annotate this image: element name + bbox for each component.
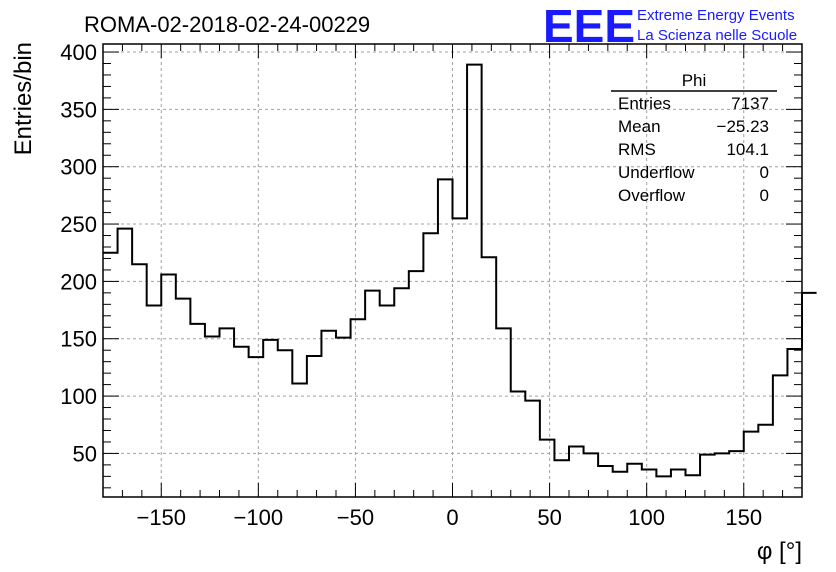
y-tick-label: 50 xyxy=(73,441,97,466)
histogram-series xyxy=(103,63,817,478)
stats-box: Phi Entries 7137 Mean −25.23 RMS 104.1 Underfl… xyxy=(611,71,777,205)
stats-box-name: Phi xyxy=(682,71,707,90)
stats-row-value: 0 xyxy=(760,186,769,205)
stats-row-value: −25.23 xyxy=(717,117,769,136)
y-tick-label: 200 xyxy=(60,269,97,294)
logo-line-1: Extreme Energy Events xyxy=(637,7,795,24)
eee-logo: EEE Extreme Energy Events La Scienza nel… xyxy=(543,0,797,52)
chart-title: ROMA-02-2018-02-24-00229 xyxy=(84,12,370,37)
x-tick-label: −100 xyxy=(234,505,284,530)
y-tick-label: 350 xyxy=(60,97,97,122)
x-tick-label: 50 xyxy=(537,505,561,530)
x-tick-label: −50 xyxy=(337,505,374,530)
stats-row-label: Mean xyxy=(618,117,661,136)
stats-row-value: 104.1 xyxy=(726,140,769,159)
y-tick-label: 150 xyxy=(60,327,97,352)
stats-row-value: 0 xyxy=(760,163,769,182)
histogram-outline xyxy=(103,63,817,478)
x-tick-label: 0 xyxy=(446,505,458,530)
stats-row-label: Entries xyxy=(618,94,671,113)
stats-row-label: Underflow xyxy=(618,163,695,182)
y-tick-label: 300 xyxy=(60,155,97,180)
stats-row-label: Overflow xyxy=(618,186,686,205)
x-axis-label: φ [°] xyxy=(757,538,802,565)
stats-row-label: RMS xyxy=(618,140,656,159)
tick-labels: −150 −100 −50 0 50 100 150 50 100 150 200 250 300 350… xyxy=(60,40,762,530)
y-tick-label: 100 xyxy=(60,384,97,409)
x-tick-label: −150 xyxy=(136,505,186,530)
stats-row-value: 7137 xyxy=(731,94,769,113)
axis-ticks xyxy=(102,44,803,497)
y-axis-label: Entries/bin xyxy=(10,42,37,155)
x-tick-label: 100 xyxy=(628,505,665,530)
x-tick-label: 150 xyxy=(725,505,762,530)
y-tick-label: 400 xyxy=(60,40,97,65)
logo-line-2: La Scienza nelle Scuole xyxy=(637,27,797,44)
y-tick-label: 250 xyxy=(60,212,97,237)
